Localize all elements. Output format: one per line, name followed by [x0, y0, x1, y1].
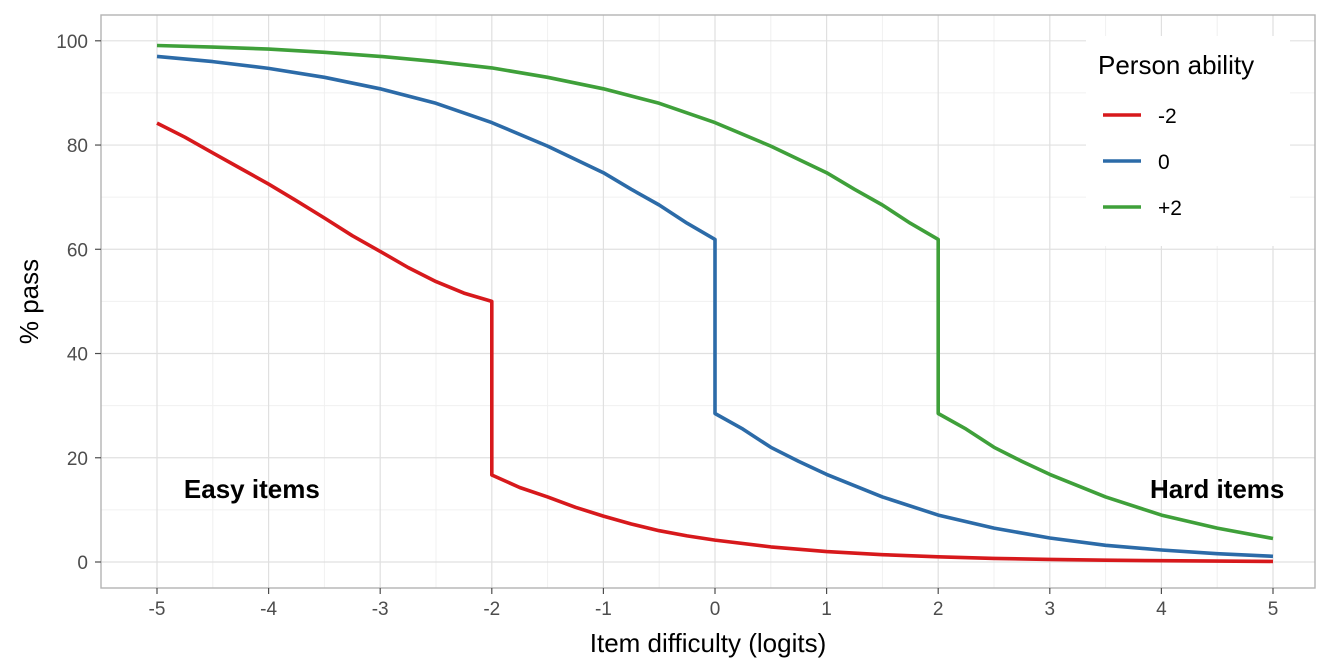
series-line-minus2: [156, 121, 1274, 564]
series-lines: [156, 43, 1274, 564]
y-axis-ticks: 0 20 40 60 80 100: [56, 32, 101, 574]
x-tick-label: 2: [933, 599, 944, 620]
annotations: Easy items Hard items: [184, 474, 1284, 504]
x-tick-label: -2: [483, 599, 500, 620]
x-tick-label: 1: [821, 599, 832, 620]
x-axis-ticks: -5 -4 -3 -2 -1 0 1 2 3 4 5: [149, 588, 1279, 620]
y-tick-label: 60: [67, 240, 88, 261]
annotation-label: Hard items: [1150, 474, 1284, 504]
x-axis-title: Item difficulty (logits): [590, 628, 826, 658]
x-tick-label: -5: [149, 599, 166, 620]
series-line-0: [156, 54, 1274, 559]
y-tick-label: 40: [67, 345, 88, 366]
y-tick-label: 80: [67, 136, 88, 157]
legend-label: -2: [1158, 105, 1177, 128]
y-axis-title: % pass: [14, 259, 44, 344]
x-tick-label: -3: [372, 599, 389, 620]
y-tick-label: 0: [77, 553, 88, 574]
x-tick-label: 4: [1156, 599, 1167, 620]
legend-title: Person ability: [1098, 50, 1254, 80]
y-tick-label: 20: [67, 449, 88, 470]
legend-label: +2: [1158, 197, 1182, 220]
major-gridlines: [101, 15, 1315, 588]
series-line-plus2: [156, 43, 1274, 541]
legend-items: -2 0 +2: [1103, 105, 1182, 220]
panel-border: [100, 14, 1316, 589]
annotation-label: Easy items: [184, 474, 320, 504]
x-tick-label: 0: [710, 599, 721, 620]
x-tick-label: -1: [595, 599, 612, 620]
legend: Person ability -2 0 +2: [1086, 36, 1290, 246]
x-tick-label: -4: [260, 599, 277, 620]
legend-background: [1086, 36, 1290, 246]
x-tick-label: 5: [1268, 599, 1279, 620]
y-tick-label: 100: [56, 32, 88, 53]
x-tick-label: 3: [1045, 599, 1056, 620]
legend-label: 0: [1158, 151, 1170, 174]
